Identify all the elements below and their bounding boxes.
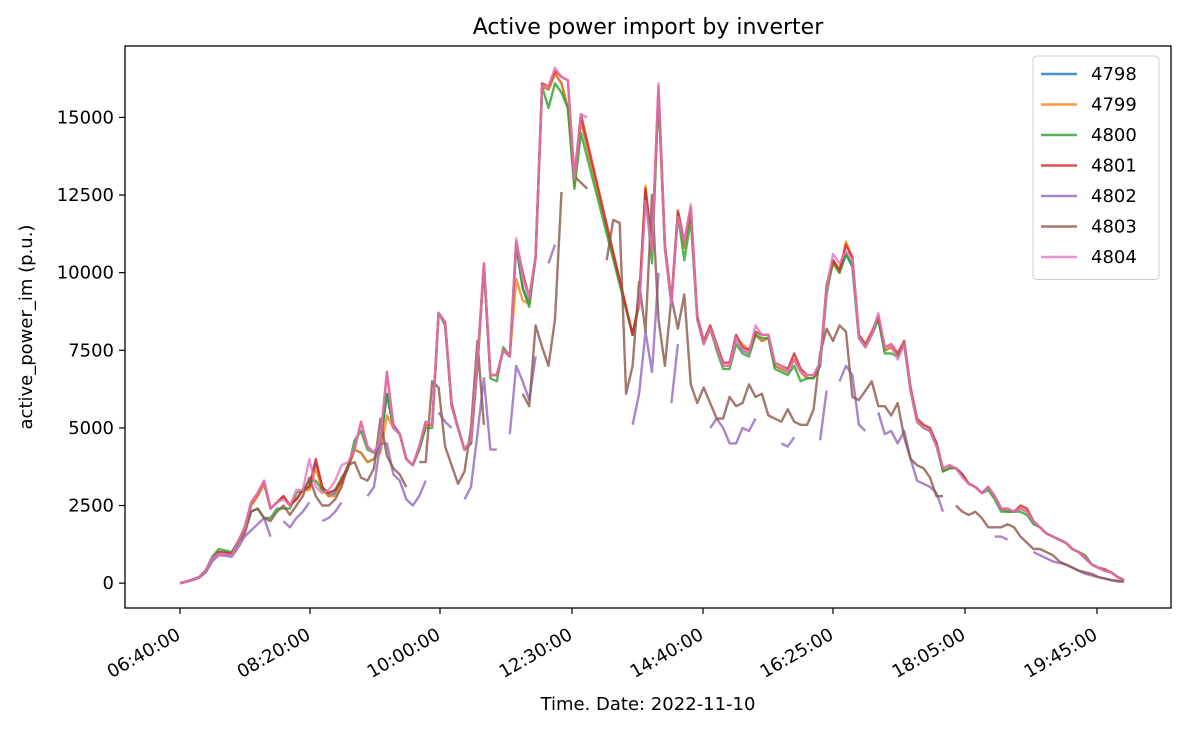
chart-title: Active power import by inverter — [473, 15, 824, 40]
legend-label-4804: 4804 — [1091, 247, 1137, 268]
legend-label-4799: 4799 — [1091, 95, 1137, 116]
series-line-4802 — [179, 244, 1124, 585]
x-axis-title: Time. Date: 2022-11-10 — [540, 694, 756, 715]
legend: 4798 4799 4800 4801 4802 4803 4804 — [1032, 55, 1160, 280]
series-line-4798 — [179, 72, 1125, 585]
x-tick-label: 06:40:00 — [104, 624, 185, 683]
y-tick-label: 10000 — [57, 263, 114, 284]
legend-label-4800: 4800 — [1091, 125, 1137, 146]
series-line-4803 — [179, 175, 1125, 585]
y-tick-label: 12500 — [57, 185, 114, 206]
x-tick-label: 14:40:00 — [627, 624, 708, 683]
legend-label-4803: 4803 — [1091, 217, 1137, 238]
y-axis-title: active_power_im (p.u.) — [16, 225, 37, 430]
x-tick-label: 18:05:00 — [889, 624, 970, 683]
legend-label-4802: 4802 — [1091, 186, 1137, 207]
legend-box — [1032, 55, 1160, 280]
series-line-4804 — [179, 66, 1125, 585]
y-tick-label: 0 — [103, 573, 114, 594]
y-tick-label: 7500 — [68, 340, 114, 361]
y-tick-label: 2500 — [68, 496, 114, 517]
y-tick-label: 5000 — [68, 418, 114, 439]
y-tick-label: 15000 — [57, 107, 114, 128]
series-layer — [179, 66, 1125, 585]
x-axis: 06:40:00 08:20:00 10:00:00 12:30:00 14:40:00… — [104, 608, 1102, 683]
x-tick-label: 19:45:00 — [1021, 624, 1102, 683]
x-tick-label: 10:00:00 — [364, 624, 445, 683]
plot-area-frame — [124, 45, 1172, 609]
x-tick-label: 12:30:00 — [496, 624, 577, 683]
x-tick-label: 08:20:00 — [234, 624, 315, 683]
series-line-4799 — [179, 72, 1125, 585]
y-axis: 0 2500 5000 7500 10000 12500 15000 — [57, 107, 125, 594]
series-line-4800 — [179, 82, 1125, 585]
legend-label-4801: 4801 — [1091, 156, 1137, 177]
x-tick-label: 16:25:00 — [757, 624, 838, 683]
legend-label-4798: 4798 — [1091, 64, 1137, 85]
